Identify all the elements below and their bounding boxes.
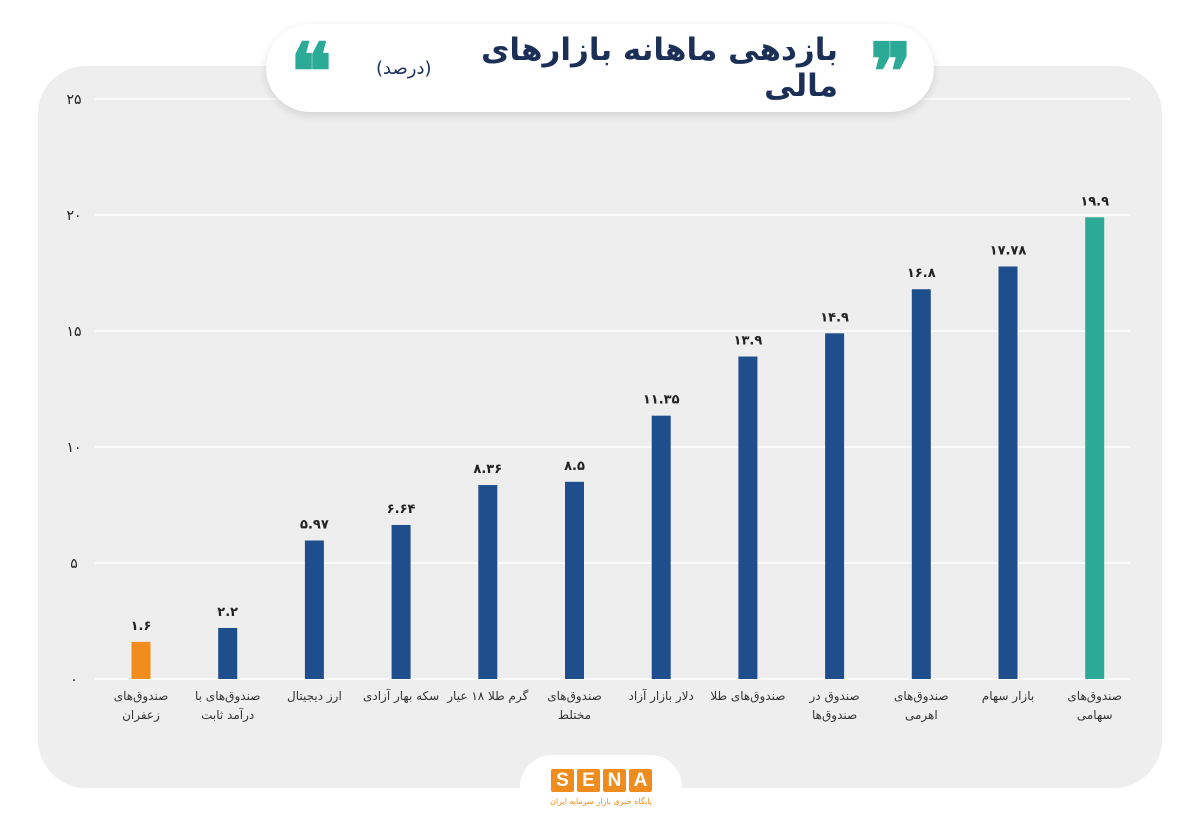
logo-letter: N: [603, 769, 626, 792]
x-tick-label: صندوق‌ها: [812, 708, 857, 723]
bar: [1085, 217, 1105, 679]
y-tick-label: ۲۰: [66, 208, 81, 224]
bar: [651, 415, 671, 679]
logo-letter: S: [551, 769, 574, 792]
x-tick-label: ارز دیجیتال: [287, 689, 342, 704]
data-label: ۵.۹۷: [300, 517, 329, 532]
gridlines: [95, 98, 1130, 680]
x-tick-label: سهامی: [1077, 708, 1113, 722]
bar: [304, 540, 324, 679]
data-label: ۸.۳۶: [473, 462, 502, 477]
bars: [131, 217, 1105, 679]
bar: [998, 266, 1018, 679]
x-tick-label: صندوق‌های: [547, 689, 602, 704]
value-labels: ۱.۶ ۲.۲ ۵.۹۷ ۶.۶۴ ۸.۳۶ ۸.۵ ۱۱.۳۵ ۱۳.۹ ۱۴.۹ ۱۶.۸ ۱۷…: [131, 194, 1110, 634]
y-tick-label: ۰: [70, 672, 78, 688]
data-label: ۱.۶: [131, 619, 152, 634]
data-label: ۱۷.۷۸: [990, 244, 1027, 259]
title-pill: ❞ بازدهی ماهانه بازارهای مالی (درصد) ❝: [266, 24, 934, 112]
bar: [218, 627, 238, 679]
chart-subtitle: (درصد): [376, 57, 432, 79]
bar: [391, 524, 411, 679]
x-tick-label: دلار بازار آزاد: [629, 688, 694, 704]
logo-mark: S E N A: [551, 769, 652, 792]
logo-tagline: پایگاه خبری بازار سرمایه ایران: [549, 797, 653, 806]
title-block: بازدهی ماهانه بازارهای مالی (درصد): [376, 24, 838, 112]
data-label: ۱۱.۳۵: [643, 393, 680, 408]
x-tick-label: صندوق‌های: [114, 689, 169, 704]
bar: [738, 356, 758, 679]
x-tick-label: درآمد ثابت: [201, 707, 254, 723]
x-tick-label: زعفران: [122, 708, 160, 723]
bar: [131, 641, 151, 679]
logo-letter: A: [629, 769, 652, 792]
x-tick-label: صندوق‌های: [1067, 689, 1122, 704]
x-tick-label: صندوق‌های طلا: [710, 689, 785, 704]
data-label: ۱۹.۹: [1080, 194, 1109, 209]
opening-quote-icon: ❝: [290, 27, 332, 118]
bar: [478, 485, 498, 679]
category-labels: صندوق‌های زعفران صندوق‌های با درآمد ثابت ارز…: [114, 688, 1122, 723]
y-axis-ticks: ۰ ۵ ۱۰ ۱۵ ۲۰ ۲۵: [66, 92, 81, 688]
data-label: ۲.۲: [217, 605, 238, 620]
x-tick-label: صندوق در: [809, 689, 860, 704]
x-tick-label: مختلط: [558, 708, 591, 722]
bar: [825, 333, 845, 679]
x-tick-label: بازار سهام: [982, 689, 1034, 704]
logo-letter: E: [577, 769, 600, 792]
y-tick-label: ۲۵: [66, 92, 81, 108]
x-tick-label: صندوق‌های: [894, 689, 949, 704]
x-tick-label: گرم طلا ۱۸ عیار: [446, 689, 528, 704]
closing-quote-icon: ❞: [870, 27, 912, 118]
x-tick-label: صندوق‌های با: [195, 689, 260, 704]
bar: [911, 289, 931, 679]
bar: [565, 481, 584, 679]
y-tick-label: ۵: [70, 556, 78, 572]
x-tick-label: اهرمی: [905, 708, 938, 723]
chart-title: بازدهی ماهانه بازارهای مالی: [480, 32, 838, 104]
data-label: ۸.۵: [564, 459, 585, 474]
y-tick-label: ۱۰: [66, 440, 81, 456]
data-label: ۱۶.۸: [907, 266, 936, 281]
x-tick-label: سکه بهار آزادی: [363, 688, 439, 704]
data-label: ۱۳.۹: [734, 334, 763, 349]
logo: S E N A پایگاه خبری بازار سرمایه ایران: [520, 755, 682, 821]
data-label: ۱۴.۹: [820, 310, 849, 325]
data-label: ۶.۶۴: [387, 502, 416, 517]
y-tick-label: ۱۵: [66, 324, 81, 340]
